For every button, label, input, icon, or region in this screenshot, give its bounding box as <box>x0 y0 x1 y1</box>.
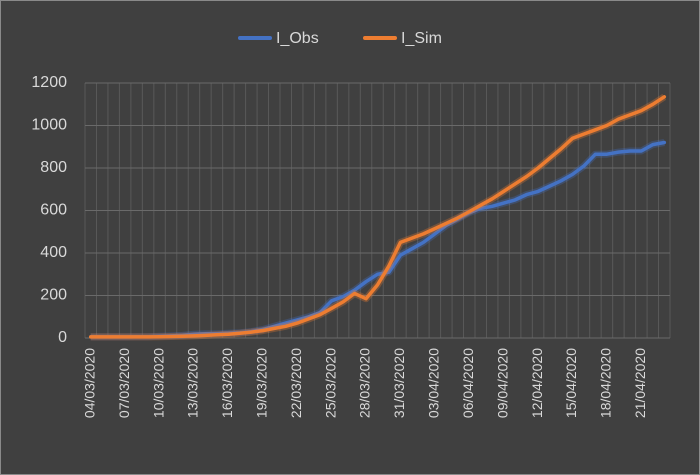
y-tick-label: 800 <box>40 159 67 176</box>
x-tick-label: 07/03/2020 <box>116 348 132 418</box>
x-tick-label: 28/03/2020 <box>357 348 373 418</box>
y-tick-label: 200 <box>40 287 67 304</box>
legend-label: I_Sim <box>401 30 442 47</box>
x-tick-label: 13/03/2020 <box>185 348 201 418</box>
y-tick-label: 600 <box>40 202 67 219</box>
x-tick-label: 10/03/2020 <box>150 348 166 418</box>
x-tick-label: 16/03/2020 <box>219 348 235 418</box>
series-line <box>88 95 667 339</box>
y-tick-label: 0 <box>58 329 67 346</box>
x-tick-label: 25/03/2020 <box>322 348 338 418</box>
legend-label: I_Obs <box>276 30 319 47</box>
y-tick-label: 400 <box>40 244 67 261</box>
x-tick-label: 09/04/2020 <box>494 348 510 418</box>
x-tick-label: 21/04/2020 <box>632 348 648 418</box>
y-tick-label: 1200 <box>31 74 67 91</box>
y-tick-label: 1000 <box>31 117 67 134</box>
x-tick-label: 31/03/2020 <box>391 348 407 418</box>
x-tick-label: 06/04/2020 <box>460 348 476 418</box>
x-tick-label: 22/03/2020 <box>288 348 304 418</box>
x-tick-label: 18/04/2020 <box>598 348 614 418</box>
x-tick-label: 03/04/2020 <box>426 348 442 418</box>
x-tick-label: 15/04/2020 <box>563 348 579 418</box>
x-tick-label: 19/03/2020 <box>253 348 269 418</box>
x-tick-label: 04/03/2020 <box>81 348 97 418</box>
x-tick-label: 12/04/2020 <box>529 348 545 418</box>
